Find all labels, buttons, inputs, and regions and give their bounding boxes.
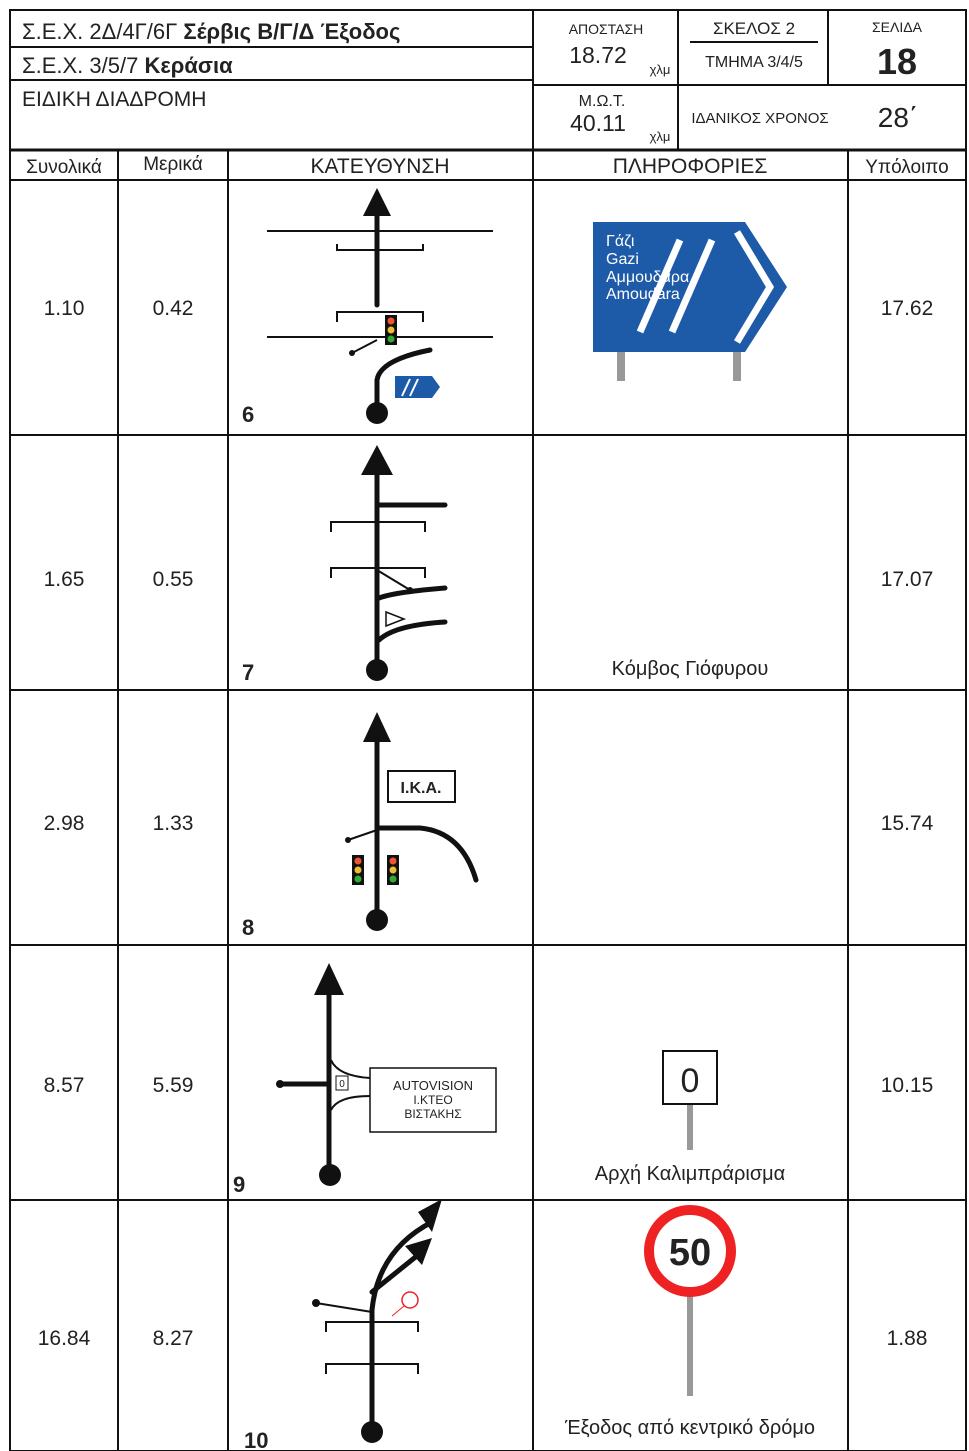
row: 1.10 0.42 17.62 6 Γάζι Gazi Αμμουδάρα Am… (44, 188, 934, 427)
remaining: 15.74 (881, 812, 934, 835)
tulip: 0 AUTOVISION I.KTEO ΒΙΣΤΑΚΗΣ (276, 963, 497, 1186)
tulip-number: 8 (242, 915, 254, 940)
tulip (330, 445, 448, 681)
sign-text: Amoudara (606, 286, 680, 303)
sign-text: Γάζι (606, 233, 635, 250)
text: Σέρβις Β/Γ/Δ Έξοδος (183, 19, 400, 44)
leg: ΣΚΕΛΟΣ 2 (713, 19, 795, 38)
avg: 40.11 (570, 110, 626, 136)
partial: 0.42 (153, 297, 194, 320)
unit: χλμ (650, 129, 671, 144)
column-header: Υπόλοιπο (865, 157, 948, 178)
tulip-number: 6 (242, 402, 254, 427)
row: 2.98 1.33 15.74 8 I.K.A. (44, 712, 934, 940)
distance: 18.72 (569, 42, 627, 68)
info-text: Αρχή Καλιμπράρισμα (595, 1163, 786, 1185)
ideal-label: ΙΔΑΝΙΚΟΣ ΧΡΟΝΟΣ (691, 110, 828, 127)
total: 1.65 (44, 568, 85, 591)
total: 16.84 (38, 1327, 91, 1350)
header-line2: Σ.Ε.Χ. 3/5/7 Κεράσια (22, 53, 233, 78)
speed-sign: 50 (644, 1205, 736, 1396)
header-line1: Σ.Ε.Χ. 2Δ/4Γ/6Γ Σέρβις Β/Γ/Δ Έξοδος (22, 19, 400, 44)
column-header: ΠΛΗΡΟΦΟΡΙΕΣ (613, 155, 768, 178)
row: 8.57 5.59 10.15 9 Αρχή Καλιμπράρισμα 0 A… (44, 963, 934, 1197)
avg-label: Μ.Ω.Τ. (579, 93, 626, 110)
partial: 1.33 (153, 812, 194, 835)
sign-text: 50 (669, 1232, 711, 1274)
column-header: ΚΑΤΕΥΘΥΝΣΗ (310, 155, 449, 178)
small-sign-text: 0 (339, 1079, 345, 1090)
row: 16.84 8.27 1.88 10 Έξοδος από κεντρικό δ… (38, 1199, 928, 1451)
info-sign: 0 (662, 1050, 718, 1150)
sign-text: 0 (681, 1062, 700, 1100)
page-label: ΣΕΛΙΔΑ (872, 19, 923, 35)
tulip: I.K.A. (345, 712, 479, 931)
header-line3: ΕΙΔΙΚΗ ΔΙΑΔΡΟΜΗ (22, 88, 206, 111)
info-text: Κόμβος Γιόφυρου (612, 658, 769, 680)
partial: 0.55 (153, 568, 194, 591)
tulip-label: AUTOVISION (393, 1078, 473, 1093)
text: Κεράσια (144, 53, 233, 78)
distance-label: ΑΠΟΣΤΑΣΗ (569, 21, 644, 37)
total: 2.98 (44, 812, 85, 835)
tulip-label: ΒΙΣΤΑΚΗΣ (404, 1107, 461, 1121)
total: 8.57 (44, 1074, 85, 1097)
text: Σ.Ε.Χ. 2Δ/4Γ/6Γ (22, 19, 177, 44)
tulip-number: 7 (242, 660, 254, 685)
remaining: 17.07 (881, 568, 934, 591)
tulip-number: 9 (233, 1172, 245, 1197)
column-header: Μερικά (143, 154, 203, 175)
tulip-label: I.K.A. (401, 780, 442, 797)
tulip-number: 10 (244, 1428, 268, 1451)
section: ΤΜΗΜΑ 3/4/5 (705, 54, 803, 71)
total: 1.10 (44, 297, 85, 320)
direction-sign: Γάζι Gazi Αμμουδάρα Amoudara (593, 222, 787, 381)
text: Σ.Ε.Χ. 3/5/7 (22, 53, 138, 78)
tulip-label: I.KTEO (413, 1093, 452, 1107)
remaining: 17.62 (881, 297, 934, 320)
partial: 8.27 (153, 1327, 194, 1350)
info-text: Έξοδος από κεντρικό δρόμο (564, 1417, 815, 1439)
tulip (267, 188, 493, 424)
tulip (312, 1199, 442, 1443)
ideal-time: 28΄ (878, 102, 918, 133)
grid (9, 9, 967, 1451)
row: 1.65 0.55 17.07 7 Κόμβος Γιόφυρου (44, 445, 934, 685)
sign-text: Αμμουδάρα (606, 269, 689, 286)
column-header: Συνολικά (26, 157, 102, 178)
partial: 5.59 (153, 1074, 194, 1097)
remaining: 10.15 (881, 1074, 934, 1097)
page-number: 18 (877, 41, 917, 82)
remaining: 1.88 (887, 1327, 928, 1350)
unit: χλμ (650, 62, 671, 77)
sign-text: Gazi (606, 251, 639, 268)
